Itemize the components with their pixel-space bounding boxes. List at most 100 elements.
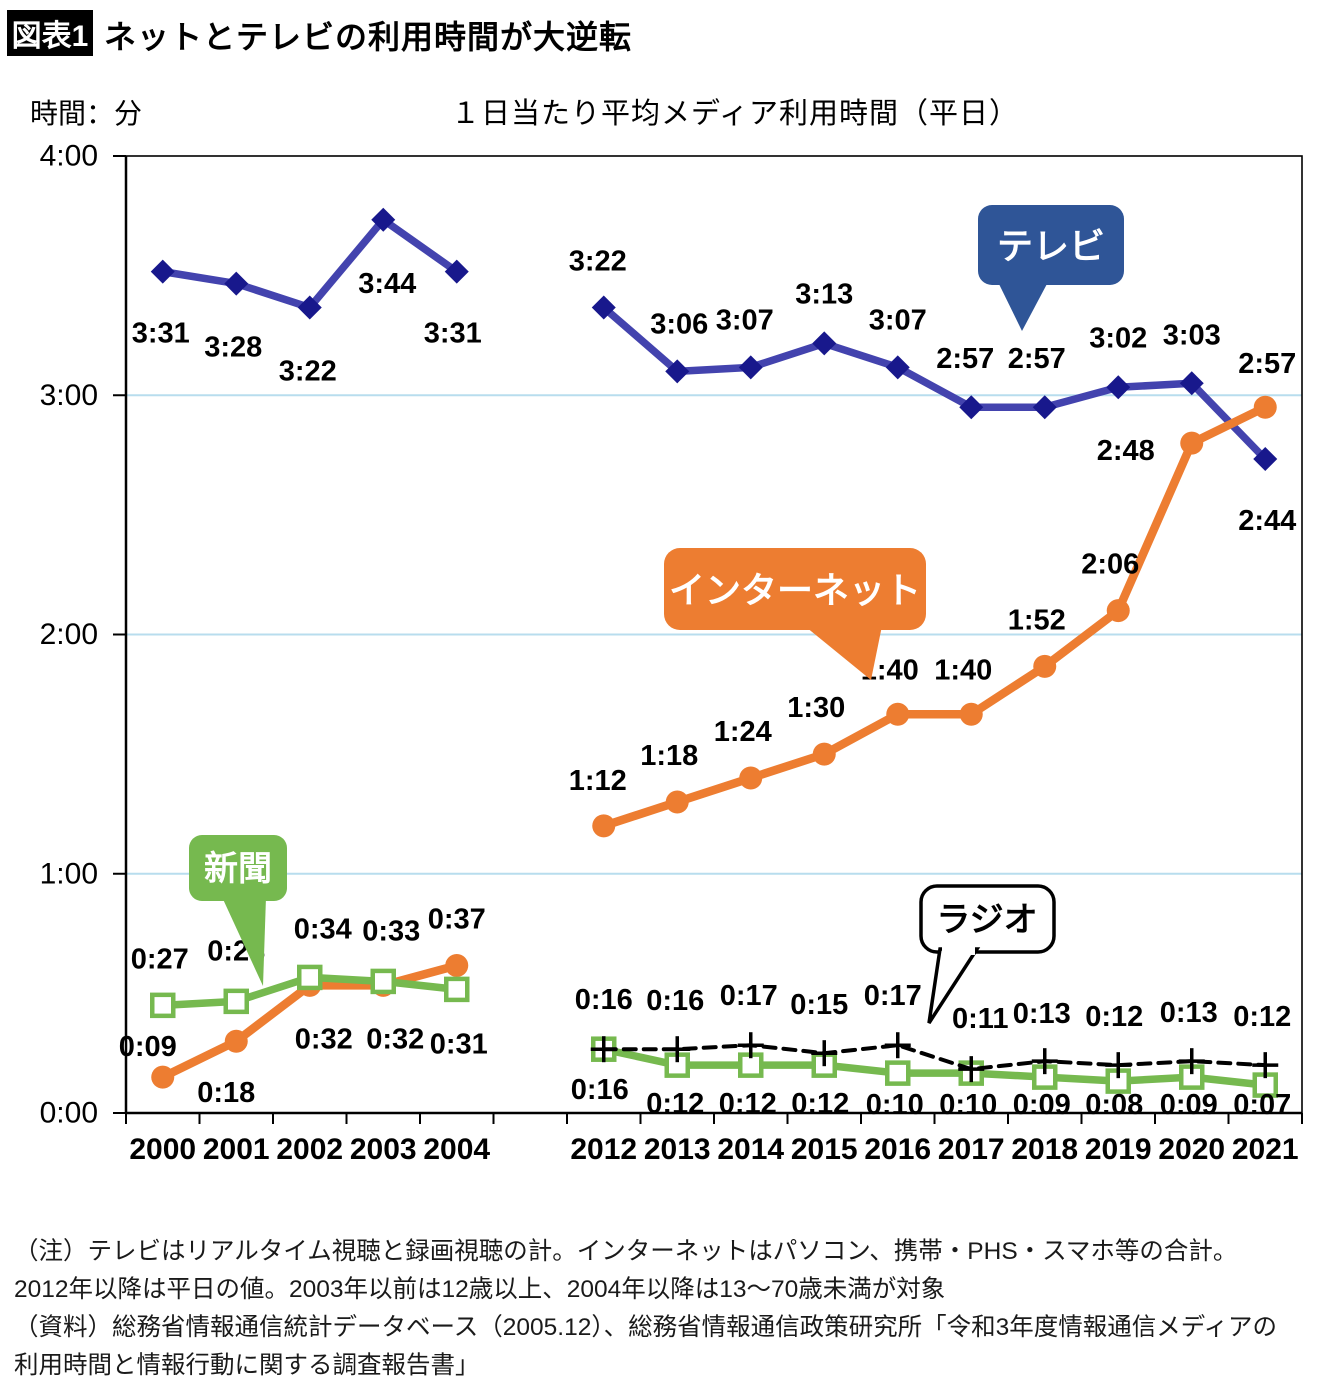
series-tv: 3:223:06 3:073:133:072:57 2:573:02 3:032:44 — [569, 246, 1297, 538]
radio-data-label: 0:13 — [1160, 997, 1218, 1029]
tv-data-label: 3:31 — [424, 318, 482, 350]
tv-data-label: 3:22 — [569, 246, 627, 278]
radio-line — [601, 1043, 1268, 1072]
tv-marker — [1106, 375, 1131, 400]
x-year-label: 2014 — [717, 1133, 784, 1166]
internet-marker — [1033, 654, 1057, 678]
tv-marker — [371, 207, 396, 232]
callout-internet: インターネット — [664, 548, 926, 680]
newspaper-data-label: 0:34 — [294, 913, 352, 945]
newspaper-data-label: 0:12 — [791, 1088, 849, 1120]
newspaper-data-label: 0:09 — [1013, 1089, 1071, 1121]
tv-data-label: 2:44 — [1238, 505, 1296, 537]
internet-marker — [739, 766, 763, 790]
tv-marker — [812, 331, 837, 356]
tv-data-label: 3:31 — [132, 318, 190, 350]
x-year-label: 2002 — [276, 1133, 343, 1166]
radio-data-label: 0:12 — [1085, 1001, 1143, 1033]
internet-marker — [1180, 431, 1204, 455]
internet-marker — [445, 953, 469, 977]
radio-data-label: 0:16 — [646, 985, 704, 1017]
callout-radio: ラジオ — [919, 884, 1056, 1024]
newspaper-marker — [885, 1060, 911, 1086]
radio-data-label: 0:11 — [952, 1003, 1008, 1035]
internet-callout-tail — [806, 616, 884, 680]
x-year-label: 2004 — [423, 1133, 490, 1166]
internet-data-label: 1:12 — [569, 765, 627, 797]
internet-data-label: 1:52 — [1008, 604, 1066, 636]
newspaper-callout-tail — [222, 897, 266, 986]
tv-callout-tail — [998, 282, 1048, 331]
tv-data-label: 3:28 — [204, 332, 262, 364]
newspaper-data-label: 0:12 — [719, 1088, 777, 1120]
internet-data-label: 2:48 — [1097, 435, 1155, 467]
radio-callout-label: ラジオ — [936, 901, 1037, 939]
radio-data-label: 0:13 — [1013, 998, 1071, 1030]
x-year-label: 2013 — [644, 1133, 711, 1166]
figure-tag-label: 図表1 — [11, 20, 89, 53]
newspaper-marker — [444, 976, 470, 1003]
radio-data-label: 0:15 — [790, 989, 848, 1021]
tv-marker — [885, 355, 910, 380]
radio-data-label: 0:12 — [1233, 1001, 1291, 1033]
tv-data-label: 3:06 — [650, 308, 708, 340]
y-tick-label: 4:00 — [40, 140, 98, 173]
footnote-line: （注）テレビはリアルタイム視聴と録画視聴の計。インターネットはパソコン、携帯・P… — [14, 1238, 1238, 1265]
internet-data-label: 0:32 — [295, 1023, 353, 1055]
internet-marker — [224, 1029, 248, 1053]
tv-data-label: 2:57 — [1008, 343, 1066, 375]
internet-data-label: 0:37 — [428, 903, 486, 935]
footnotes: （注）テレビはリアルタイム視聴と録画視聴の計。インターネットはパソコン、携帯・P… — [14, 1233, 1334, 1385]
x-year-label: 2018 — [1011, 1133, 1078, 1166]
tv-marker — [1032, 395, 1057, 420]
tv-marker — [959, 395, 984, 420]
internet-callout-label: インターネット — [669, 570, 921, 611]
x-year-label: 2003 — [350, 1133, 417, 1166]
y-tick-label: 0:00 — [40, 1097, 98, 1130]
x-year-label: 2021 — [1232, 1133, 1299, 1166]
footnote-line: 2012年以降は平日の値。2003年以前は12歳以上、2004年以降は13～70… — [14, 1276, 946, 1303]
tv-marker — [224, 271, 249, 296]
newspaper-data-label: 0:12 — [646, 1088, 704, 1120]
internet-marker — [592, 814, 616, 838]
y-tick-label: 3:00 — [40, 379, 98, 412]
newspaper-data-label: 0:27 — [131, 943, 189, 975]
newspaper-marker — [150, 992, 176, 1019]
series-tv: 3:31 3:283:223:443:31 — [132, 207, 482, 388]
callout-newspaper: 新聞 — [189, 835, 287, 986]
y-axis-unit-label: 時間：分 — [30, 98, 143, 129]
newspaper-data-label: 0:09 — [1160, 1089, 1218, 1121]
newspaper-data-label: 0:10 — [939, 1089, 997, 1121]
tv-data-label: 3:13 — [795, 278, 853, 310]
internet-data-label: 1:18 — [640, 740, 698, 772]
internet-data-label: 0:18 — [197, 1077, 255, 1109]
radio-callout-patch — [942, 944, 975, 955]
newspaper-data-label: 0:08 — [1085, 1089, 1143, 1121]
tv-callout-box — [978, 205, 1124, 285]
newspaper-data-label: 0:10 — [866, 1089, 924, 1121]
x-year-label: 2019 — [1085, 1133, 1152, 1166]
footnote-line: （資料）総務省情報通信統計データベース（2005.12）、総務省情報通信政策研究… — [14, 1314, 1277, 1341]
page-title: ネットとテレビの利用時間が大逆転 — [104, 19, 633, 55]
newspaper-marker — [370, 968, 396, 995]
x-year-label: 2012 — [570, 1133, 637, 1166]
internet-marker — [1106, 599, 1130, 623]
internet-marker — [886, 702, 910, 726]
tv-marker — [591, 295, 616, 320]
chart-title: １日当たり平均メディア利用時間（平日） — [451, 98, 1019, 130]
tv-data-label: 3:03 — [1163, 319, 1221, 351]
newspaper-marker — [223, 988, 249, 1015]
figure-tag: 図表1 — [7, 10, 93, 56]
series-radio: 0:16 0:16 0:17 0:15 0:170:11 0:13 0:12 0:13 0:12 — [575, 980, 1291, 1083]
footnote-line: 利用時間と情報行動に関する調査報告書」 — [14, 1352, 480, 1379]
x-year-label: 2000 — [129, 1133, 196, 1166]
internet-marker — [959, 702, 983, 726]
y-tick-label: 1:00 — [40, 857, 98, 890]
tv-marker — [150, 259, 175, 284]
series-newspaper: 0:16 0:12 0:12 0:12 0:10 0:10 0:09 0:08 0:09 0:07 — [571, 1036, 1291, 1121]
tv-callout-label: テレビ — [997, 226, 1105, 267]
internet-data-label: 0:09 — [119, 1031, 177, 1063]
newspaper-data-label: 0:33 — [362, 915, 420, 947]
newspaper-data-label: 0:31 — [430, 1028, 488, 1060]
